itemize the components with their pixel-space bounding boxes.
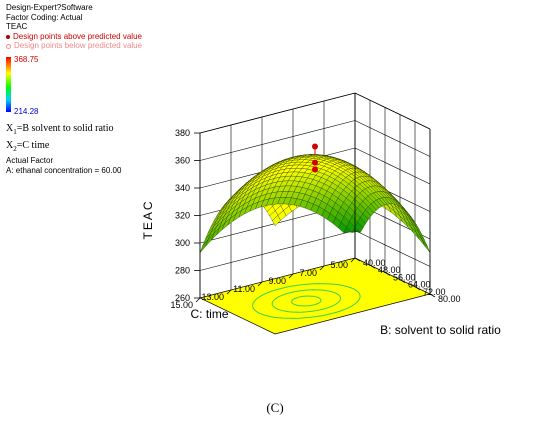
x-tick — [354, 257, 361, 262]
actual-factor-value: A: ethanal concentration = 60.00 — [6, 165, 122, 175]
y-axis-label: C: time — [190, 307, 228, 321]
y-tick — [257, 281, 263, 287]
y-tick — [226, 289, 232, 295]
legend-below-label: Design points below predicted value — [14, 41, 143, 51]
x-tick-label: 48.00 — [378, 265, 401, 275]
z-gridline-right-wall — [354, 147, 431, 185]
floor-plane — [198, 257, 432, 335]
y-tick-label: 11.00 — [233, 284, 255, 294]
x-tick-label: 80.00 — [438, 294, 461, 304]
color-scale-bar — [6, 57, 11, 112]
floor-contour — [291, 295, 322, 307]
frame-top-edge — [199, 92, 431, 134]
x1-definition: X1=B solvent to solid ratio — [6, 122, 113, 139]
floor-contour — [271, 289, 342, 313]
x2-subscript: 2 — [13, 145, 17, 153]
z-tick-label: 340 — [175, 183, 190, 193]
z-tick-label: 260 — [175, 293, 190, 303]
y-tick — [288, 273, 294, 279]
x-tick — [399, 279, 406, 283]
z-gridline-right-wall — [354, 230, 431, 267]
x1-symbol: X — [6, 123, 14, 134]
legend-below: Design points below predicted value — [6, 41, 142, 51]
legend-above: Design points above predicted value — [6, 32, 142, 42]
surface-cell — [421, 239, 431, 253]
surface-cell — [199, 239, 209, 254]
x1-text: =B solvent to solid ratio — [16, 123, 114, 134]
x1-subscript: 1 — [13, 128, 17, 136]
z-tick-label: 280 — [175, 266, 190, 276]
color-scale-min: 214.28 — [14, 107, 39, 116]
x2-definition: X2=C time — [6, 139, 113, 156]
z-tick-label: 360 — [175, 156, 190, 166]
x-tick-label: 40.00 — [363, 258, 386, 268]
floor-contour — [252, 283, 361, 319]
design-point-above — [312, 159, 318, 166]
x-tick-label: 72.00 — [423, 287, 446, 297]
response-surface — [199, 154, 431, 254]
x-tick — [414, 286, 421, 291]
y-tick-label: 5.00 — [330, 260, 348, 270]
software-name: Design-Expert?Software — [6, 3, 93, 12]
x2-symbol: X — [6, 140, 14, 151]
y-tick — [195, 297, 201, 303]
z-tick-label: 380 — [175, 128, 190, 138]
actual-factor-title: Actual Factor — [6, 156, 54, 165]
color-scale-max: 368.75 — [14, 55, 39, 64]
z-axis-label: TEAC — [141, 199, 155, 239]
y-tick-label: 15.00 — [170, 300, 193, 310]
y-tick-label: 9.00 — [268, 276, 286, 286]
x-tick — [369, 264, 376, 269]
x-tick-label: 64.00 — [408, 280, 431, 290]
design-point-above — [312, 143, 318, 150]
y-tick — [350, 257, 356, 263]
figure-caption: (C) — [266, 400, 284, 415]
actual-factor: Actual Factor A: ethanal concentration =… — [6, 156, 121, 175]
z-tick-label: 320 — [175, 211, 190, 221]
x-tick-label: 56.00 — [393, 272, 416, 282]
z-gridline-left-wall — [199, 230, 356, 271]
z-tick-label: 300 — [175, 238, 190, 248]
solid-dot-icon — [6, 34, 10, 39]
x-tick — [429, 293, 436, 298]
variable-definitions: X1=B solvent to solid ratio X2=C time — [6, 122, 113, 156]
legend-above-label: Design points above predicted value — [13, 31, 142, 41]
response-name: TEAC — [6, 22, 28, 32]
z-gridline-left-wall — [199, 120, 356, 161]
hollow-dot-icon — [6, 43, 11, 49]
x-axis-label: B: solvent to solid ratio — [380, 323, 501, 337]
y-tick-label: 7.00 — [299, 268, 317, 278]
factor-coding: Factor Coding: Actual — [6, 12, 83, 22]
y-tick-label: 13.00 — [201, 292, 224, 302]
design-point-above — [312, 166, 318, 173]
x2-text: =C time — [16, 140, 50, 151]
y-tick — [319, 265, 325, 271]
z-gridline-right-wall — [354, 120, 431, 157]
info-panel: Design-Expert?Software Factor Coding: Ac… — [6, 3, 142, 51]
x-tick — [384, 272, 391, 276]
